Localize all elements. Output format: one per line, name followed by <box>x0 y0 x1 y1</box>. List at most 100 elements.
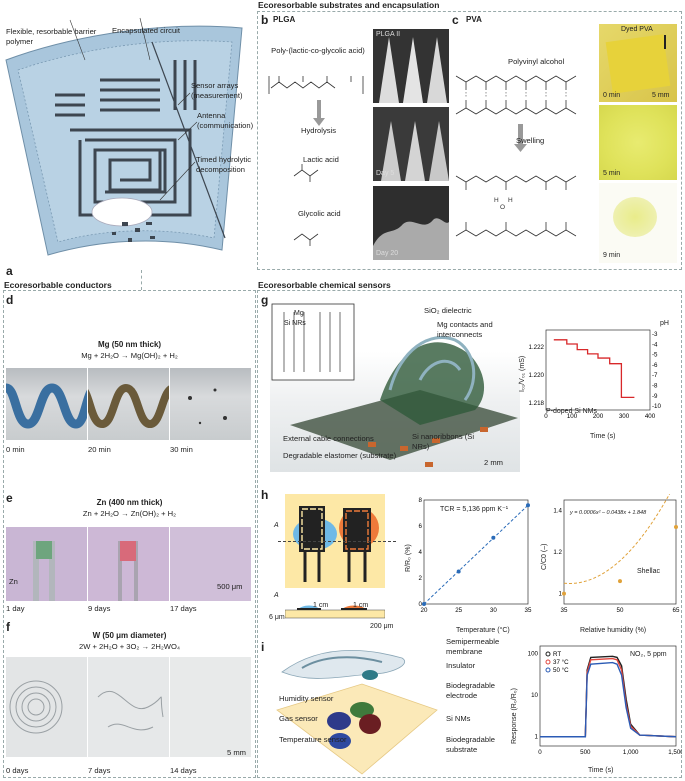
panel-bc-frame <box>257 11 682 270</box>
g-xtick: 100 <box>567 413 578 420</box>
i-xtick: 500 <box>580 749 591 756</box>
plga-name: Poly-(lactic-co-glycolic acid) <box>271 46 365 55</box>
g-ph-tick: -8 <box>652 383 658 390</box>
panel-c-title: PVA <box>466 15 482 24</box>
i-ytick: 10 <box>531 692 538 699</box>
i-legend-label: RT <box>553 651 561 658</box>
g-chart-ylabel: I₀₁/V₀₁ (mS) <box>519 355 526 392</box>
mg-time-0: 0 min <box>6 445 25 454</box>
plga-photo-2-label: Day 5 <box>376 170 395 177</box>
zn-time-9: 9 days <box>88 604 111 613</box>
w-photo-14days <box>170 657 251 757</box>
g-device-illustration <box>270 300 520 472</box>
chart-ph-response: 1.222 1.220 1.218 0 100 200 300 400 -3 -4 -5 -6 -7 -8… <box>529 329 662 420</box>
pva-photo-3-time: 9 min <box>603 252 621 259</box>
label-encapsulated-circuit: Encapsulated circuit <box>112 26 180 35</box>
g-chart-xlabel: Time (s) <box>590 433 616 440</box>
i-ytick: 100 <box>528 650 539 657</box>
h-section-line <box>278 541 396 542</box>
plga-glycolic-acid: Glycolic acid <box>298 209 341 218</box>
i-label-temperature: Temperature sensor <box>279 735 347 744</box>
panel-h-letter: h <box>261 488 269 502</box>
w-time-0: 0 days <box>6 766 29 775</box>
pva-chemistry-structures: HOH <box>455 75 577 237</box>
h2-ytick: 1.2 <box>553 549 562 556</box>
mg-time-20: 20 min <box>88 445 111 454</box>
g-chart-title: P-doped Si NMs <box>546 408 597 415</box>
panel-f-title: W (50 μm diameter) <box>92 631 167 640</box>
g-label-si-nrs: Si NRs <box>284 320 306 327</box>
plga-photo-3 <box>373 186 449 260</box>
g-xtick: 200 <box>593 413 604 420</box>
h-label-1cm-b: 1 cm <box>353 602 369 609</box>
zn-time-1: 1 day <box>6 604 25 613</box>
panel-b-title: PLGA <box>273 15 296 24</box>
g-xtick: 300 <box>619 413 630 420</box>
i-chart-title: NO₂, 5 ppm <box>630 651 667 658</box>
i-legend-marker <box>545 651 551 657</box>
g-label-elastomer: Degradable elastomer (substrate) <box>283 451 397 460</box>
g-label-mg: Mg <box>294 310 304 317</box>
panel-c-letter: c <box>452 13 459 27</box>
g-ytick: 1.222 <box>529 344 545 351</box>
pva-photo-2-time: 5 min <box>603 170 621 177</box>
h-label-1cm-a: 1 cm <box>313 602 329 609</box>
g-label-sio2: SiO₂ dielectric <box>424 306 472 315</box>
h2-point <box>562 591 566 596</box>
i-label-humidity: Humidity sensor <box>279 694 334 703</box>
h1-ytick: 4 <box>419 549 423 556</box>
h1-fit-line <box>423 504 529 605</box>
w-photo-7days <box>88 657 169 757</box>
zn-photo-1day <box>6 527 87 601</box>
i-label-substrate: Biodegradable substrate <box>446 735 495 754</box>
zn-scale-bar: 500 μm <box>217 582 243 591</box>
svg-text:H: H <box>494 197 499 204</box>
plga-photo-2 <box>373 107 449 181</box>
pva-arrow <box>664 35 666 49</box>
svg-text:H: H <box>508 197 513 204</box>
plga-lactic-acid: Lactic acid <box>303 155 339 164</box>
h1-annotation: TCR = 5,136 ppm K⁻¹ <box>440 506 509 513</box>
panel-f-letter: f <box>6 620 10 634</box>
g-ph-tick: -9 <box>652 393 658 400</box>
i-xtick: 1,500 <box>668 749 682 756</box>
h1-xtick: 35 <box>525 607 532 614</box>
h2-series-label: Shellac <box>637 568 660 575</box>
section-title-substrates: Ecoresorbable substrates and encapsulati… <box>258 0 440 10</box>
section-title-conductors: Ecoresorbable conductors <box>4 280 112 290</box>
i-chart-xlabel: Time (s) <box>588 767 614 774</box>
g-ytick: 1.218 <box>529 400 545 407</box>
panel-d-letter: d <box>6 293 14 307</box>
w-photo-0days <box>6 657 87 757</box>
panel-b-letter: b <box>261 13 269 27</box>
g-ph-tick: -7 <box>652 372 658 379</box>
g-xtick: 0 <box>544 413 548 420</box>
i-xtick: 1,000 <box>623 749 639 756</box>
g-ytick: 1.220 <box>529 372 545 379</box>
g-xtick: 400 <box>645 413 656 420</box>
h1-ytick: 2 <box>419 575 423 582</box>
w-time-7: 7 days <box>88 766 111 775</box>
i-legend-label: 50 °C <box>553 667 569 674</box>
i-legend-label: 37 °C <box>553 659 569 666</box>
panel-d-reaction: Mg + 2H₂O → Mg(OH)₂ + H₂ <box>81 351 178 360</box>
h2-xlabel: Relative humidity (%) <box>580 627 647 634</box>
g-ph-tick: -10 <box>652 403 662 410</box>
i-sensor-illustration <box>276 650 438 775</box>
i-ytick: 1 <box>535 734 539 741</box>
panel-ghi-frame <box>257 290 682 778</box>
panel-i-letter: i <box>261 640 265 654</box>
h1-ylabel: R/R₀ (%) <box>405 544 412 572</box>
h2-point <box>674 525 678 530</box>
g-ph-tick: -4 <box>652 341 658 348</box>
h2-fit-curve <box>563 494 671 584</box>
h2-ytick: 1 <box>559 591 563 598</box>
label-antenna: Antenna (communication) <box>197 111 254 130</box>
zn-tag: Zn <box>9 577 18 586</box>
panel-e-reaction: Zn + 2H₂O → Zn(OH)₂ + H₂ <box>82 509 177 518</box>
w-time-14: 14 days <box>170 766 197 775</box>
pva-photo-1-time: 0 min <box>603 92 621 99</box>
pva-scale-bar: 5 mm <box>652 92 670 99</box>
pva-dyed-label: Dyed PVA <box>621 26 653 33</box>
